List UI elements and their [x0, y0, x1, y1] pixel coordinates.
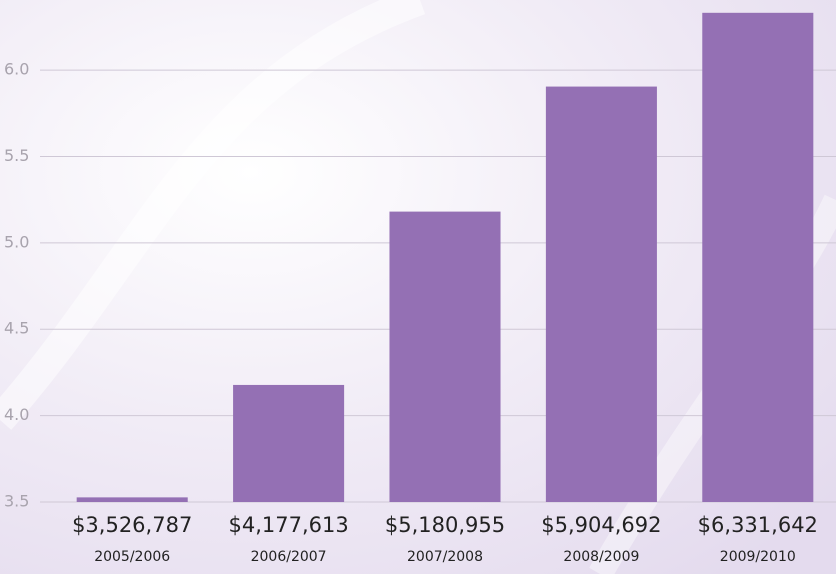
x-tick-label: 2005/2006 [94, 549, 170, 565]
x-tick-label: 2009/2010 [720, 549, 796, 565]
bar [233, 384, 345, 502]
bar [702, 12, 814, 502]
x-tick-label: 2006/2007 [251, 549, 327, 565]
bar [389, 211, 501, 503]
bar [76, 497, 188, 502]
y-tick-label: 3.5 [4, 492, 29, 511]
y-tick-label: 5.0 [4, 232, 29, 251]
value-label: $5,180,955 [385, 513, 505, 537]
y-tick-label: 6.0 [4, 60, 29, 79]
value-label: $6,331,642 [698, 513, 818, 537]
y-tick-label: 5.5 [4, 146, 29, 165]
y-tick-label: 4.5 [4, 319, 29, 338]
value-label: $4,177,613 [228, 513, 348, 537]
decoration [0, 0, 426, 430]
y-tick-label: 4.0 [4, 405, 29, 424]
x-tick-label: 2008/2009 [563, 549, 639, 565]
x-tick-label: 2007/2008 [407, 549, 483, 565]
value-label: $5,904,692 [541, 513, 661, 537]
bar [545, 86, 657, 502]
value-label: $3,526,787 [72, 513, 192, 537]
